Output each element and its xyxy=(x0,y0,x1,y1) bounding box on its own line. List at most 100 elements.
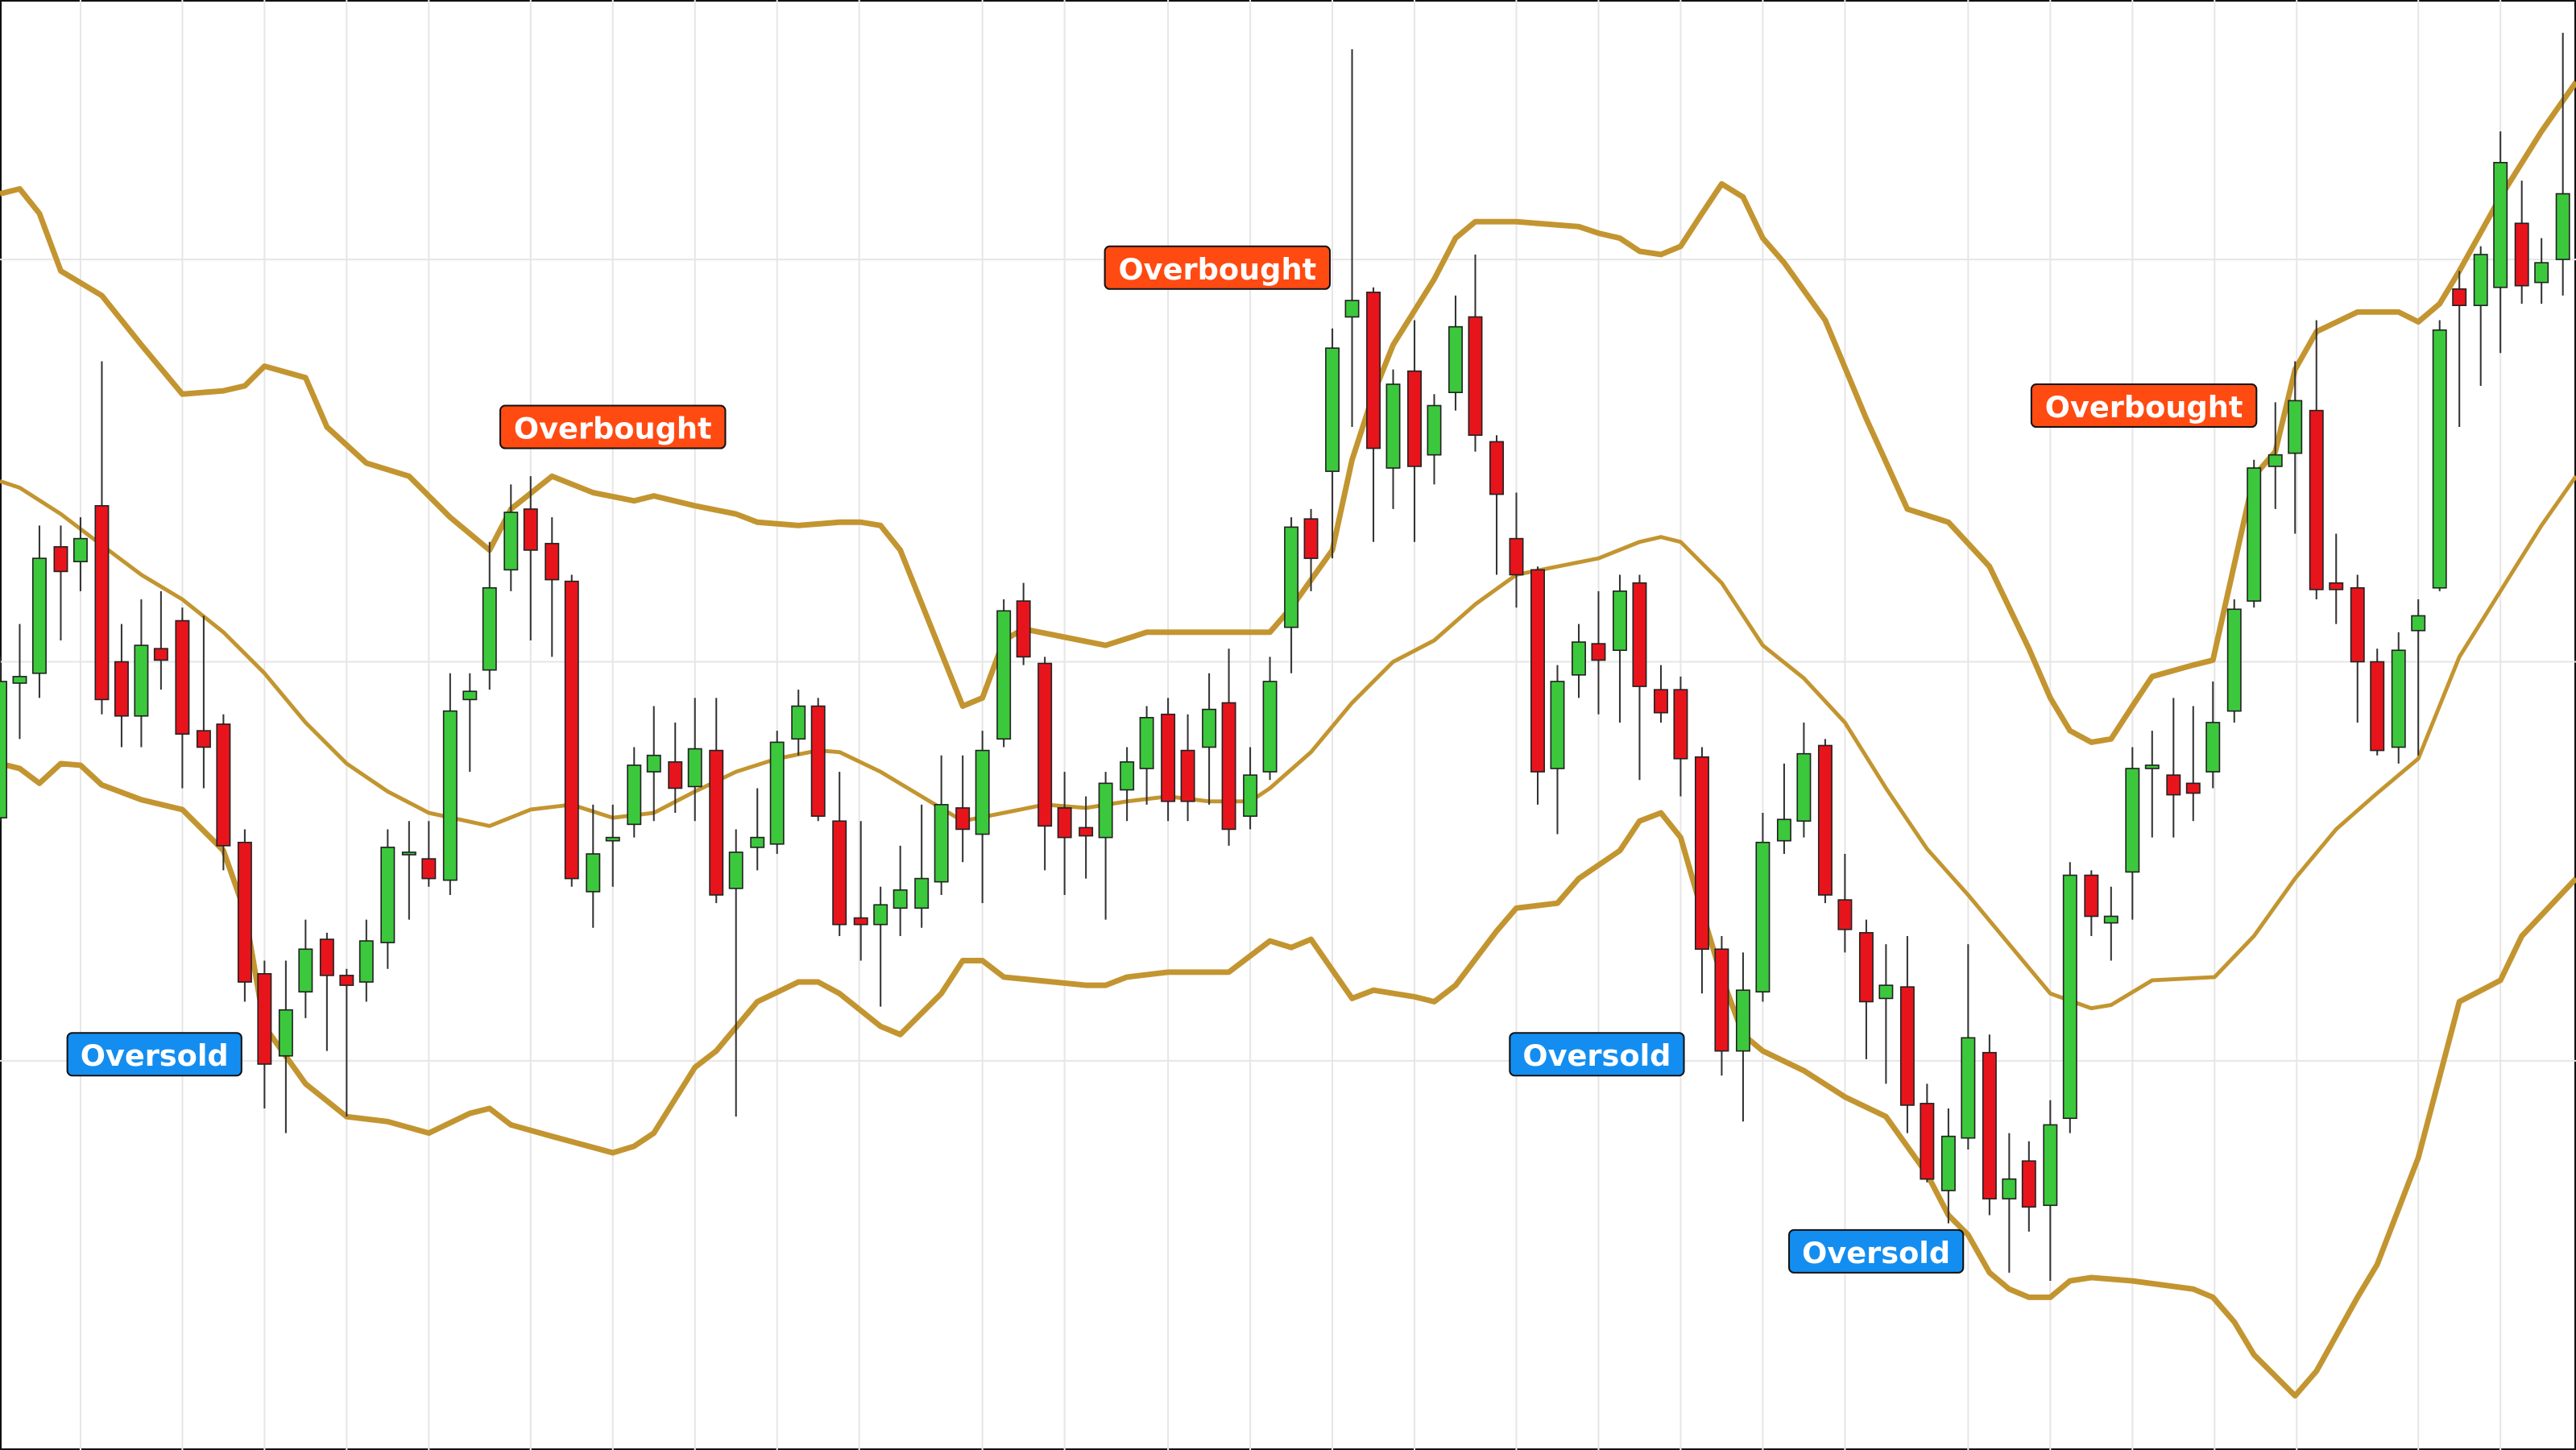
candle-body xyxy=(2411,615,2426,632)
candle-body xyxy=(1079,826,1094,837)
annotation-label: Overbought xyxy=(514,412,712,446)
candle-body xyxy=(955,807,971,831)
candle-body xyxy=(2267,454,2283,467)
candle-body xyxy=(2021,1160,2036,1208)
candle-body xyxy=(1837,899,1853,930)
candle-body xyxy=(975,749,990,835)
candle-body xyxy=(1427,404,1442,456)
candle-body xyxy=(1817,744,1833,896)
candle-body xyxy=(380,847,396,943)
candle-body xyxy=(114,661,129,717)
candle-body xyxy=(2084,874,2099,918)
band-line xyxy=(0,80,2576,745)
candle-body xyxy=(134,644,149,717)
candle-body xyxy=(2103,915,2118,924)
candle-body xyxy=(873,904,888,926)
candle-body xyxy=(646,754,661,773)
candle-body xyxy=(1694,756,1709,951)
candle-body xyxy=(1243,774,1258,817)
annotation-box xyxy=(1788,1228,1965,1274)
candle-body xyxy=(1613,590,1627,652)
annotation-box xyxy=(1509,1032,1685,1077)
candle-body xyxy=(1120,761,1135,791)
candle-body xyxy=(1755,841,1770,993)
candle-body xyxy=(339,975,354,986)
candle-body xyxy=(1858,932,1874,1003)
candle-body xyxy=(2125,768,2140,873)
candle-body xyxy=(12,676,27,684)
candle-body xyxy=(1448,325,1464,394)
candle-body xyxy=(2534,262,2549,284)
candle-body xyxy=(2555,193,2570,260)
candle-body xyxy=(1407,370,1423,467)
candle-body xyxy=(1776,818,1791,842)
candle-body xyxy=(1180,749,1195,802)
annotation-label: Oversold xyxy=(1802,1236,1950,1270)
candle-body xyxy=(1591,643,1606,661)
candle-body xyxy=(996,610,1012,740)
candle-body xyxy=(709,749,724,896)
candle-body xyxy=(627,764,642,826)
candle-body xyxy=(2329,582,2344,590)
candle-body xyxy=(53,546,68,573)
candle-body xyxy=(1385,383,1401,469)
candle-body xyxy=(728,851,743,889)
candle-body xyxy=(545,542,560,581)
band-line xyxy=(0,760,2576,1399)
candle-body xyxy=(523,508,538,551)
candle-body xyxy=(1284,526,1299,628)
candle-body xyxy=(2166,774,2181,796)
candle-body xyxy=(914,877,930,909)
candle-body xyxy=(503,512,519,571)
candle-body xyxy=(482,586,497,671)
candle-body xyxy=(2370,661,2385,752)
candle-body xyxy=(668,761,683,789)
candle-body xyxy=(2288,400,2303,454)
candle-body xyxy=(605,836,620,842)
candle-body xyxy=(196,730,211,748)
candle-body xyxy=(1796,752,1812,822)
candle-body xyxy=(1735,989,1750,1052)
candle-body xyxy=(2432,329,2447,589)
candle-body xyxy=(401,851,416,856)
candle-body xyxy=(1632,582,1647,687)
candle-body xyxy=(1489,441,1504,495)
candle-body xyxy=(1961,1037,1976,1139)
annotation-box xyxy=(1104,245,1331,290)
candle-body xyxy=(1139,717,1154,769)
candle-body xyxy=(1366,292,1381,450)
candle-body xyxy=(853,917,868,926)
candle-body xyxy=(319,938,334,976)
annotations: Overbought Overbought Overbought Oversold Ov… xyxy=(66,245,2258,1274)
candle-body xyxy=(2205,722,2221,773)
candle-body xyxy=(2185,782,2201,794)
candle-body xyxy=(1325,347,1340,472)
candle-body xyxy=(1057,807,1072,839)
candle-body xyxy=(810,705,826,817)
candle-body xyxy=(1940,1135,1956,1191)
candle-body xyxy=(237,841,252,983)
candle-body xyxy=(769,741,785,845)
annotation-box xyxy=(499,404,727,450)
candle-body xyxy=(1262,681,1278,773)
annotation-label: Oversold xyxy=(81,1038,229,1073)
candle-body xyxy=(2043,1124,2058,1207)
candle-body xyxy=(153,648,168,661)
annotation-label: Oversold xyxy=(1522,1038,1671,1073)
candle-body xyxy=(358,940,374,983)
candle-body xyxy=(1550,681,1565,769)
candle-body xyxy=(586,853,601,893)
annotation-box xyxy=(2030,383,2258,429)
candle-body xyxy=(72,537,88,562)
candle-body xyxy=(2002,1178,2017,1199)
candle-body xyxy=(278,1009,293,1057)
candle-body xyxy=(564,580,579,880)
candle-body xyxy=(1303,518,1319,559)
candle-body xyxy=(2062,874,2077,1120)
annotation-label: Overbought xyxy=(1118,252,1316,287)
candle-body xyxy=(31,557,47,674)
annotation-box xyxy=(66,1032,242,1077)
candle-body xyxy=(934,804,949,883)
